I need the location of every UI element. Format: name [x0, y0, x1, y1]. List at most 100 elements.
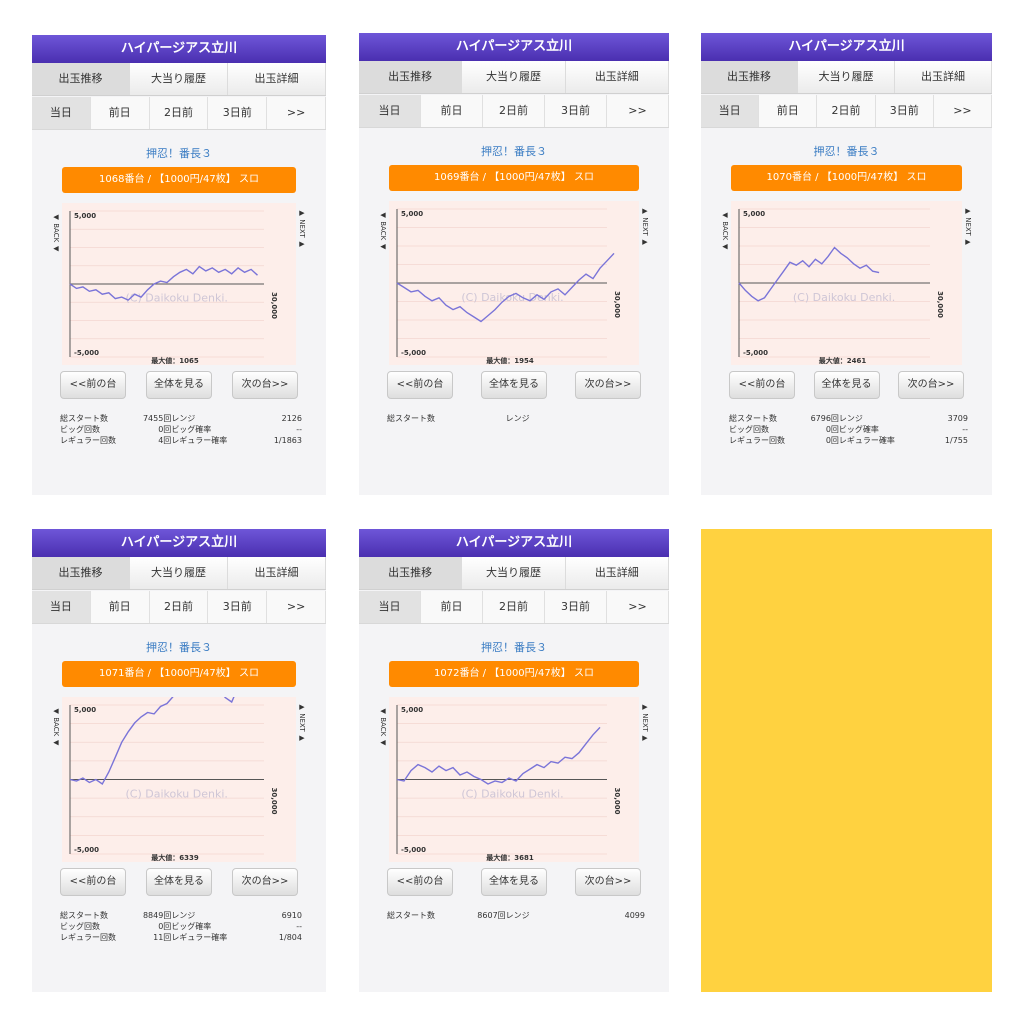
stats-cell: レンジ: [171, 414, 196, 423]
tab-2[interactable]: 出玉詳細: [228, 557, 326, 589]
next-machine-button[interactable]: 次の台>>: [575, 371, 641, 399]
prev-machine-button[interactable]: <<前の台: [60, 868, 126, 896]
next-arrow[interactable]: ▶ NEXT ▶: [298, 209, 306, 249]
back-arrow[interactable]: ◀ BACK ◀: [52, 707, 60, 747]
stats-cell: ビッグ回数: [60, 425, 100, 434]
next-arrow[interactable]: ▶ NEXT ▶: [641, 207, 649, 247]
day-tab-2[interactable]: 2日前: [150, 97, 209, 129]
day-tab-1[interactable]: 前日: [91, 591, 150, 623]
tab-0[interactable]: 出玉推移: [359, 61, 463, 93]
day-tab-0[interactable]: 当日: [32, 591, 91, 623]
day-selector: 当日 前日 2日前 3日前 >>: [701, 95, 992, 128]
day-tab-4[interactable]: >>: [607, 591, 669, 623]
tab-2[interactable]: 出玉詳細: [565, 61, 669, 93]
next-machine-button[interactable]: 次の台>>: [232, 371, 298, 399]
show-all-button[interactable]: 全体を見る: [481, 868, 547, 896]
nav-buttons: <<前の台 全体を見る 次の台>>: [60, 868, 298, 896]
day-tab-1[interactable]: 前日: [759, 95, 818, 127]
y-min-label: -5,000: [74, 349, 99, 357]
day-tab-4[interactable]: >>: [934, 95, 992, 127]
watermark: (C) Daikoku Denki.: [126, 787, 228, 800]
stats-row: ビッグ回数 0回 ビッグ確率 --: [60, 921, 302, 932]
tab-2[interactable]: 出玉詳細: [895, 61, 992, 93]
tab-bar: 出玉推移 大当り履歴 出玉詳細: [32, 63, 326, 96]
tab-1[interactable]: 大当り履歴: [462, 61, 566, 93]
stats-row: 総スタート数 レンジ: [387, 413, 645, 424]
show-all-button[interactable]: 全体を見る: [146, 371, 212, 399]
show-all-button[interactable]: 全体を見る: [813, 371, 880, 399]
machine-name: 押忍！番長３: [146, 147, 212, 160]
tab-0[interactable]: 出玉推移: [359, 557, 463, 589]
day-tab-4[interactable]: >>: [267, 97, 326, 129]
tab-2[interactable]: 出玉詳細: [228, 63, 326, 95]
next-arrow[interactable]: ▶ NEXT ▶: [964, 207, 972, 247]
tab-1[interactable]: 大当り履歴: [130, 557, 228, 589]
stats-cell: ビッグ確率: [171, 425, 212, 434]
day-tab-1[interactable]: 前日: [91, 97, 150, 129]
show-all-button[interactable]: 全体を見る: [481, 371, 547, 399]
stats-cell: --: [296, 425, 302, 434]
watermark: (C) Daikoku Denki.: [126, 292, 228, 305]
stats-cell: 0回: [158, 425, 172, 434]
prev-machine-button[interactable]: <<前の台: [60, 371, 126, 399]
stats-cell: 総スタート数: [387, 414, 435, 423]
day-tab-1[interactable]: 前日: [421, 95, 483, 127]
tab-0[interactable]: 出玉推移: [701, 61, 798, 93]
prev-machine-button[interactable]: <<前の台: [387, 371, 453, 399]
tab-1[interactable]: 大当り履歴: [462, 557, 566, 589]
day-selector: 当日 前日 2日前 3日前 >>: [359, 591, 669, 624]
max-value-label: 最大値：2461: [819, 356, 867, 365]
stats-cell: 総スタート数: [60, 911, 108, 920]
prev-machine-button[interactable]: <<前の台: [729, 371, 795, 399]
stats-cell: レンジ: [505, 911, 530, 920]
tab-1[interactable]: 大当り履歴: [130, 63, 228, 95]
y-max-label: 5,000: [74, 706, 96, 714]
day-tab-3[interactable]: 3日前: [208, 591, 268, 623]
prev-machine-button[interactable]: <<前の台: [387, 868, 453, 896]
day-tab-3[interactable]: 3日前: [545, 591, 607, 623]
stats-cell: 6910: [281, 911, 302, 920]
stats-cell: レギュラー回数: [60, 933, 116, 942]
day-tab-2[interactable]: 2日前: [483, 95, 545, 127]
day-tab-0[interactable]: 当日: [359, 591, 421, 623]
next-arrow[interactable]: ▶ NEXT ▶: [641, 703, 649, 743]
day-tab-3[interactable]: 3日前: [545, 95, 607, 127]
day-tab-3[interactable]: 3日前: [208, 97, 268, 129]
day-tab-3[interactable]: 3日前: [876, 95, 934, 127]
phone-screenshot: ハイパージアス立川 出玉推移 大当り履歴 出玉詳細 当日 前日 2日前 3日前 >> 押忍！番長３…: [359, 33, 669, 495]
next-machine-button[interactable]: 次の台>>: [898, 371, 964, 399]
stats-table: 総スタート数 7455回 レンジ 2126 ビッグ回数 0回 ビッグ確率 -- レギュラー回数 4…: [60, 413, 302, 446]
nav-buttons: <<前の台 全体を見る 次の台>>: [387, 371, 641, 399]
tab-0[interactable]: 出玉推移: [32, 557, 130, 589]
store-title: ハイパージアス立川: [359, 33, 669, 61]
stats-cell: レギュラー確率: [171, 933, 228, 942]
unit-banner[interactable]: 1069番台 / 【1000円/47枚】 スロ: [389, 165, 639, 191]
day-tab-0[interactable]: 当日: [359, 95, 421, 127]
day-tab-2[interactable]: 2日前: [150, 591, 209, 623]
unit-banner[interactable]: 1072番台 / 【1000円/47枚】 スロ: [389, 661, 639, 687]
unit-banner[interactable]: 1068番台 / 【1000円/47枚】 スロ: [62, 167, 296, 193]
back-arrow[interactable]: ◀ BACK ◀: [52, 213, 60, 253]
unit-banner[interactable]: 1071番台 / 【1000円/47枚】 スロ: [62, 661, 296, 687]
day-tab-2[interactable]: 2日前: [817, 95, 876, 127]
back-arrow[interactable]: ◀ BACK ◀: [379, 707, 387, 747]
day-tab-4[interactable]: >>: [267, 591, 326, 623]
tab-0[interactable]: 出玉推移: [32, 63, 130, 95]
day-tab-0[interactable]: 当日: [32, 97, 91, 129]
payout-line: [69, 265, 258, 301]
back-arrow[interactable]: ◀ BACK ◀: [721, 211, 729, 251]
day-tab-1[interactable]: 前日: [421, 591, 483, 623]
back-arrow[interactable]: ◀ BACK ◀: [379, 211, 387, 251]
stats-row: 総スタート数 8607回 レンジ 4099: [387, 910, 645, 921]
next-machine-button[interactable]: 次の台>>: [232, 868, 298, 896]
day-tab-0[interactable]: 当日: [701, 95, 760, 127]
show-all-button[interactable]: 全体を見る: [146, 868, 212, 896]
next-arrow[interactable]: ▶ NEXT ▶: [298, 703, 306, 743]
day-tab-2[interactable]: 2日前: [483, 591, 545, 623]
tab-2[interactable]: 出玉詳細: [565, 557, 669, 589]
stats-cell: 1/804: [278, 933, 302, 942]
day-tab-4[interactable]: >>: [607, 95, 669, 127]
tab-1[interactable]: 大当り履歴: [798, 61, 895, 93]
next-machine-button[interactable]: 次の台>>: [575, 868, 641, 896]
unit-banner[interactable]: 1070番台 / 【1000円/47枚】 スロ: [731, 165, 962, 191]
